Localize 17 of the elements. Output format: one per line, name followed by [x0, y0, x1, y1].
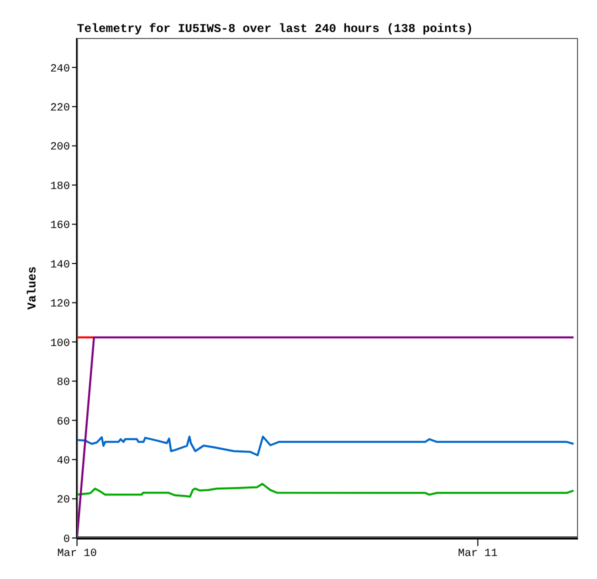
- y-tick-label: 180: [50, 180, 70, 193]
- y-tick-label: 200: [50, 142, 70, 154]
- y-tick-label: 160: [50, 220, 70, 232]
- y-tick-label: 220: [50, 102, 70, 115]
- y-tick-label: 240: [50, 63, 70, 76]
- y-tick-label: 140: [50, 259, 70, 272]
- y-axis-title: Values: [25, 266, 40, 310]
- y-tick-label: 80: [56, 377, 70, 390]
- x-tick-label: Mar 10: [57, 548, 97, 560]
- y-tick-label: 0: [63, 534, 70, 546]
- y-tick-label: 120: [50, 298, 70, 311]
- y-tick-label: 20: [56, 494, 70, 507]
- y-tick-label: 100: [50, 338, 70, 350]
- y-tick-label: 40: [56, 455, 70, 468]
- y-tick-label: 60: [56, 416, 70, 428]
- chart-title: Telemetry for IU5IWS-8 over last 240 hours (138 points): [77, 22, 474, 36]
- x-tick-label: Mar 11: [458, 548, 498, 560]
